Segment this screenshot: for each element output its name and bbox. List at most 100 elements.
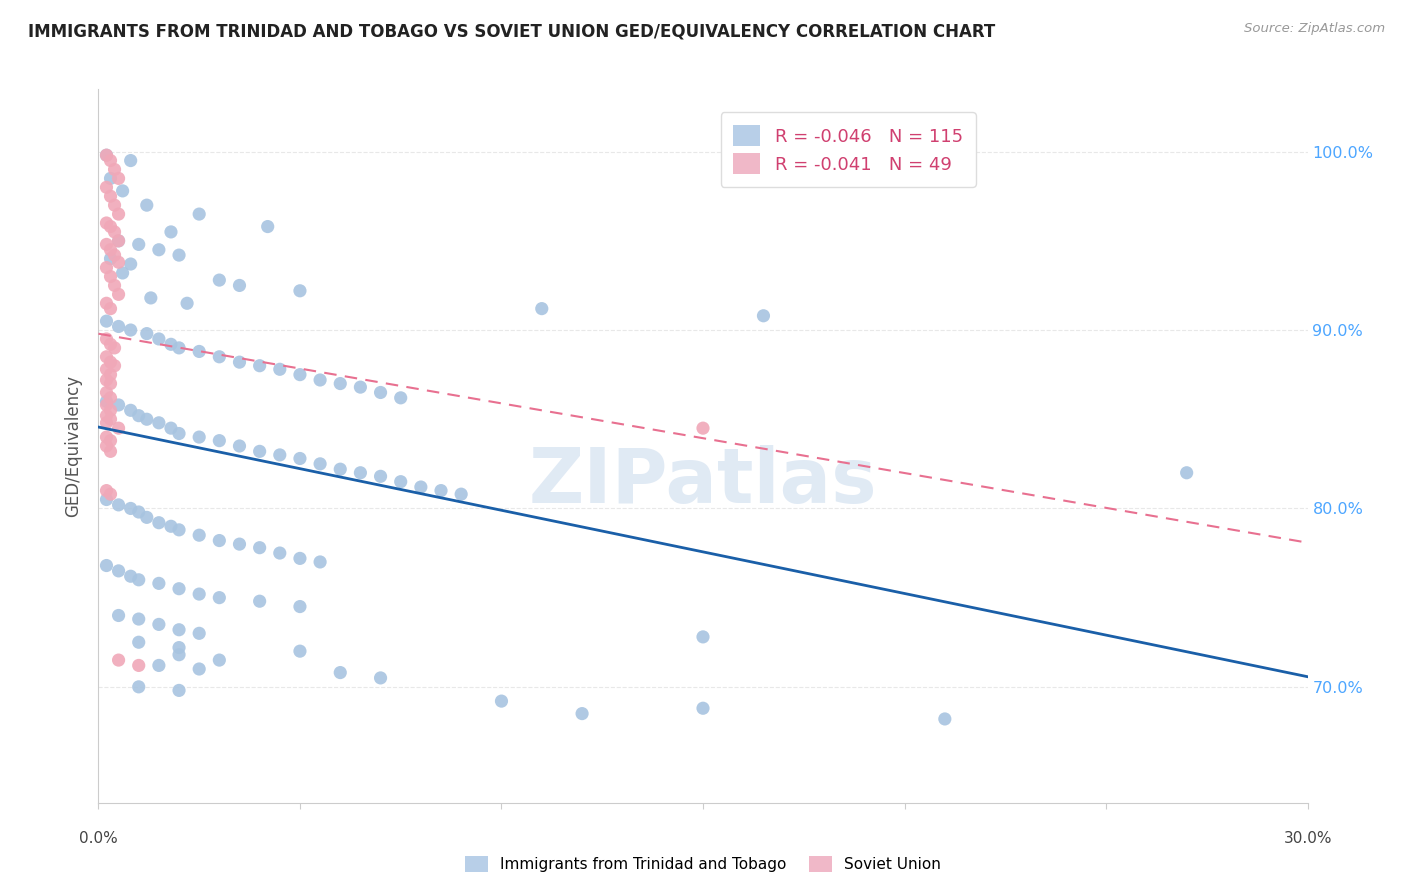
Point [96, 398, 118, 412]
Point [100, 189, 122, 203]
Point [309, 457, 332, 471]
Point [269, 362, 291, 376]
Point [107, 234, 129, 248]
Point [103, 198, 125, 212]
Point [128, 635, 150, 649]
Point [103, 248, 125, 262]
Point [148, 617, 170, 632]
Point [135, 198, 157, 212]
Point [96, 558, 118, 573]
Point [309, 555, 332, 569]
Point [111, 184, 134, 198]
Point [107, 498, 129, 512]
Point [107, 564, 129, 578]
Point [176, 296, 198, 310]
Point [107, 653, 129, 667]
Y-axis label: GED/Equivalency: GED/Equivalency [65, 375, 83, 517]
Point [288, 368, 311, 382]
Point [100, 337, 122, 351]
Point [96, 237, 118, 252]
Point [103, 341, 125, 355]
Point [249, 359, 271, 373]
Point [370, 671, 392, 685]
Point [491, 694, 513, 708]
Point [96, 483, 118, 498]
Point [160, 337, 183, 351]
Point [208, 591, 231, 605]
Point [100, 403, 122, 417]
Point [100, 444, 122, 458]
Point [128, 237, 150, 252]
Point [148, 658, 170, 673]
Point [288, 451, 311, 466]
Point [100, 376, 122, 391]
Point [100, 368, 122, 382]
Point [148, 516, 170, 530]
Point [111, 266, 134, 280]
Point [530, 301, 553, 316]
Point [100, 355, 122, 369]
Point [128, 612, 150, 626]
Point [100, 243, 122, 257]
Point [309, 373, 332, 387]
Point [329, 376, 352, 391]
Point [148, 416, 170, 430]
Point [120, 403, 142, 417]
Text: IMMIGRANTS FROM TRINIDAD AND TOBAGO VS SOVIET UNION GED/EQUIVALENCY CORRELATION : IMMIGRANTS FROM TRINIDAD AND TOBAGO VS S… [28, 22, 995, 40]
Point [148, 576, 170, 591]
Legend: R = -0.046   N = 115, R = -0.041   N = 49: R = -0.046 N = 115, R = -0.041 N = 49 [721, 112, 976, 186]
Point [167, 341, 190, 355]
Point [148, 243, 170, 257]
Point [107, 398, 129, 412]
Point [120, 153, 142, 168]
Point [167, 640, 190, 655]
Point [167, 623, 190, 637]
Point [1175, 466, 1198, 480]
Point [128, 573, 150, 587]
Point [160, 225, 183, 239]
Point [120, 323, 142, 337]
Point [188, 587, 211, 601]
Point [228, 355, 250, 369]
Point [135, 412, 157, 426]
Point [288, 551, 311, 566]
Point [100, 252, 122, 266]
Point [96, 492, 118, 507]
Point [107, 207, 129, 221]
Point [188, 528, 211, 542]
Point [96, 332, 118, 346]
Point [96, 296, 118, 310]
Text: 30.0%: 30.0% [1284, 830, 1331, 846]
Point [107, 421, 129, 435]
Point [329, 665, 352, 680]
Point [208, 653, 231, 667]
Point [128, 658, 150, 673]
Point [96, 314, 118, 328]
Point [100, 487, 122, 501]
Point [100, 412, 122, 426]
Point [208, 533, 231, 548]
Point [96, 439, 118, 453]
Point [96, 373, 118, 387]
Legend: Immigrants from Trinidad and Tobago, Soviet Union: Immigrants from Trinidad and Tobago, Sov… [457, 848, 949, 880]
Point [692, 421, 714, 435]
Point [329, 462, 352, 476]
Point [96, 385, 118, 400]
Point [160, 519, 183, 533]
Point [228, 537, 250, 551]
Point [269, 448, 291, 462]
Point [208, 350, 231, 364]
Point [120, 257, 142, 271]
Point [100, 434, 122, 448]
Point [96, 394, 118, 409]
Point [100, 219, 122, 234]
Point [188, 662, 211, 676]
Point [128, 409, 150, 423]
Point [188, 344, 211, 359]
Point [450, 487, 472, 501]
Point [692, 701, 714, 715]
Point [103, 162, 125, 177]
Point [188, 207, 211, 221]
Point [96, 148, 118, 162]
Point [148, 332, 170, 346]
